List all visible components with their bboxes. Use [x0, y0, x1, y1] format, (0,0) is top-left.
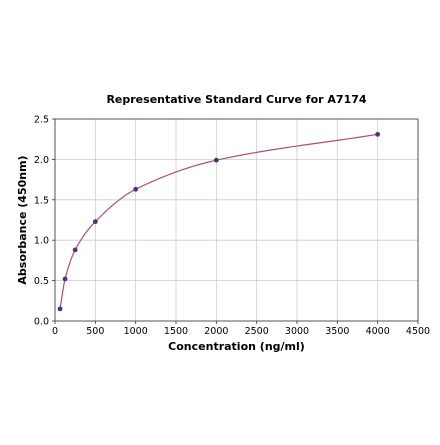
grid: [54, 118, 419, 322]
x-tick-label: 4500: [406, 326, 430, 337]
y-tick-label: 2.0: [34, 155, 49, 166]
x-tick-label: 3000: [285, 326, 309, 337]
x-tick-label: 4000: [366, 326, 390, 337]
fit-curve: [59, 133, 378, 309]
x-tick-label: 500: [86, 326, 104, 337]
data-points: [57, 131, 381, 312]
y-tick-label: 0.0: [34, 317, 49, 328]
data-point: [133, 186, 139, 192]
y-tick-label: 1.0: [34, 236, 49, 247]
x-tick-label: 2500: [245, 326, 269, 337]
y-tick-label: 1.5: [34, 195, 49, 206]
data-point: [213, 157, 219, 163]
data-point: [57, 306, 63, 312]
chart-title: Representative Standard Curve for A7174: [106, 93, 366, 106]
y-tick-label: 0.5: [34, 276, 49, 287]
data-point: [375, 131, 381, 137]
data-point: [92, 219, 98, 225]
x-tick-label: 1000: [124, 326, 148, 337]
x-axis-label: Concentration (ng/ml): [168, 340, 305, 353]
plot-frame: [54, 118, 419, 322]
x-tick-label: 0: [52, 326, 58, 337]
y-tick-label: 2.5: [34, 115, 49, 126]
x-tick-label: 3500: [325, 326, 349, 337]
axis-ticks: 0 500 1000 1500 2000 2500 3000 3500 4000 4500 0.0 0…: [34, 115, 430, 338]
x-tick-label: 1500: [164, 326, 188, 337]
data-point: [72, 247, 78, 253]
x-tick-label: 2000: [204, 326, 228, 337]
data-point: [62, 276, 68, 282]
y-axis-label: Absorbance (450nm): [16, 155, 29, 284]
